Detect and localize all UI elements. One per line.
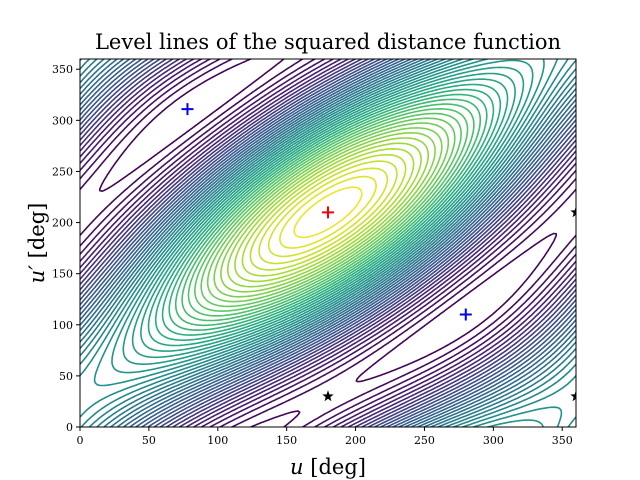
contour-level-49 (293, 186, 363, 239)
contour-level-35 (181, 103, 475, 322)
contour-lines (80, 59, 576, 427)
contour-level-45 (249, 154, 407, 271)
contour-level-33 (168, 93, 488, 331)
saddle-star-marker (322, 390, 334, 402)
contour-level-8 (80, 59, 576, 427)
y-tick-label: 250 (52, 165, 73, 178)
critical-point-markers (181, 103, 576, 402)
x-axis: 0 50 100 150 200 250 300 350 (77, 427, 573, 447)
minimum-plus-marker (459, 308, 472, 321)
contour-level-32 (161, 88, 495, 336)
contour-level-28 (131, 66, 525, 359)
y-tick-label: 100 (52, 319, 73, 332)
y-tick-label: 200 (52, 217, 73, 230)
x-tick-label: 150 (276, 434, 297, 447)
saddle-star-marker (570, 390, 576, 402)
contour-level-47 (267, 167, 389, 258)
x-axis-label: u [deg] (290, 455, 366, 479)
contour-level-23 (80, 59, 576, 427)
x-tick-label: 100 (207, 434, 228, 447)
x-tick-label: 250 (414, 434, 435, 447)
y-axis-label: u′ [deg] (25, 203, 49, 284)
saddle-star-marker (570, 206, 576, 218)
contour-level-19 (80, 59, 576, 427)
contour-level-39 (206, 122, 450, 303)
contour-level-27 (122, 59, 534, 365)
y-tick-label: 350 (52, 63, 73, 76)
contour-level-48 (279, 175, 377, 249)
contour-level-40 (213, 127, 443, 298)
contour-level-30 (147, 78, 509, 347)
contour-level-43 (234, 142, 422, 283)
maximum-plus-marker (322, 206, 334, 219)
contour-level-38 (200, 117, 456, 308)
y-tick-label: 150 (52, 268, 73, 281)
x-tick-label: 300 (483, 434, 504, 447)
plot-frame (79, 58, 577, 428)
x-tick-label: 0 (77, 434, 84, 447)
contour-level-29 (140, 72, 516, 352)
chart-title: Level lines of the squared distance func… (95, 30, 561, 54)
y-axis-unit: [deg] (25, 203, 49, 265)
contour-level-41 (220, 132, 436, 293)
contour-level-16 (80, 59, 576, 427)
contour-level-37 (194, 112, 462, 312)
y-tick-label: 0 (66, 421, 73, 434)
contour-level-18 (80, 59, 576, 427)
y-tick-label: 50 (59, 370, 73, 383)
contour-level-34 (174, 98, 482, 327)
x-tick-label: 200 (345, 434, 366, 447)
minimum-plus-marker (181, 103, 194, 116)
x-tick-label: 350 (552, 434, 573, 447)
x-axis-unit: [deg] (304, 455, 366, 479)
y-axis-variable: u′ (25, 265, 49, 284)
contour-level-5 (80, 59, 576, 427)
y-axis: 0 50 100 150 200 250 300 350 (52, 63, 80, 434)
y-tick-label: 300 (52, 114, 73, 127)
x-tick-label: 50 (142, 434, 156, 447)
contour-level-46 (258, 160, 398, 265)
contour-level-42 (227, 137, 429, 288)
contour-level-44 (241, 148, 415, 277)
contour-level-36 (187, 108, 469, 317)
x-axis-variable: u (290, 455, 304, 479)
contour-level-31 (154, 83, 502, 341)
